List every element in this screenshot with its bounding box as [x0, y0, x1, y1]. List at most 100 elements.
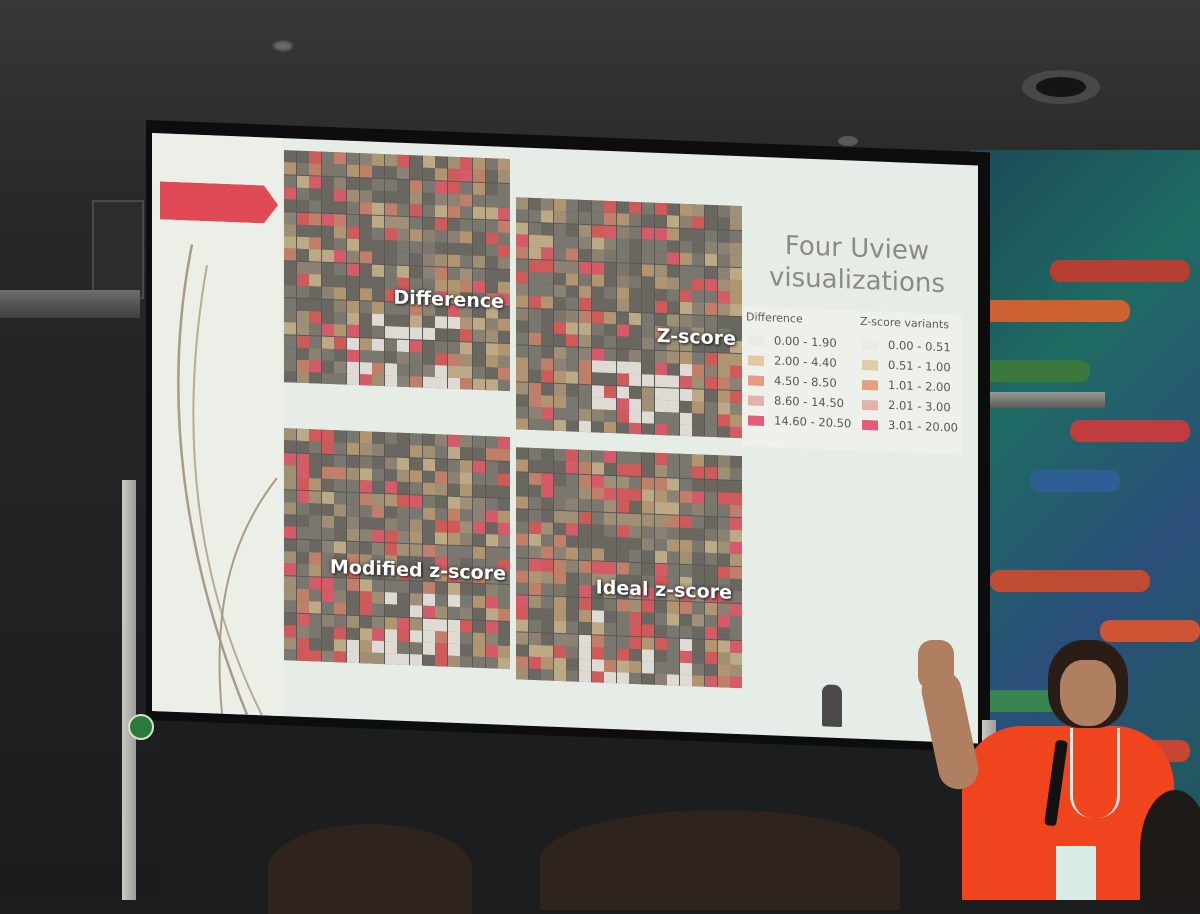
- heatmap-cell: [667, 277, 680, 290]
- heatmap-cell: [642, 226, 654, 240]
- heatmap-cell: [384, 363, 397, 376]
- heatmap-cell: [654, 600, 667, 613]
- heatmap-cell: [410, 531, 422, 544]
- heatmap-cell: [679, 478, 692, 491]
- heatmap-cell: [321, 348, 334, 361]
- heatmap-cell: [591, 511, 604, 525]
- heatmap-cell: [422, 377, 435, 390]
- heatmap-cell: [359, 300, 372, 314]
- heatmap-cell: [284, 334, 296, 348]
- heatmap-cell: [604, 360, 617, 374]
- heatmap-cell: [591, 200, 604, 213]
- heatmap-cell: [553, 534, 566, 548]
- heatmap-cell: [516, 332, 528, 346]
- heatmap-cell: [730, 480, 742, 493]
- heatmap-cell: [372, 313, 385, 327]
- heatmap-cell: [591, 499, 604, 512]
- heatmap-cell: [498, 621, 510, 634]
- heatmap-cell: [579, 322, 591, 336]
- heatmap-cell: [372, 165, 385, 179]
- heatmap-cell: [372, 153, 385, 167]
- heatmap-cell: [284, 346, 296, 360]
- heatmap-cell: [397, 641, 410, 655]
- heatmap-cell: [296, 335, 309, 348]
- heatmap-cell: [498, 220, 510, 233]
- heatmap-cell: [447, 230, 460, 243]
- heatmap-cell: [410, 315, 422, 328]
- heatmap-cell: [321, 651, 334, 664]
- heatmap-cell: [485, 522, 498, 535]
- heatmap-cell: [516, 344, 528, 358]
- heatmap-cell: [321, 274, 334, 288]
- heatmap-cell: [334, 201, 347, 214]
- heatmap-cell: [541, 546, 554, 560]
- heatmap-cell: [397, 592, 410, 606]
- mural-stroke: [1030, 470, 1120, 492]
- heatmap-cell: [629, 513, 642, 526]
- heatmap-cell: [553, 297, 566, 310]
- heatmap-cell: [579, 396, 591, 410]
- heatmap-cell: [473, 521, 485, 535]
- heatmap-cell: [359, 362, 372, 375]
- heatmap-cell: [541, 632, 554, 646]
- heatmap-cell: [516, 234, 528, 247]
- heatmap-cell: [384, 178, 397, 192]
- heatmap-cell: [616, 262, 629, 276]
- heatmap-cell: [717, 541, 730, 554]
- heatmap-cell: [579, 359, 591, 373]
- heatmap-cell: [667, 227, 680, 241]
- heatmap-cell: [717, 455, 730, 468]
- heatmap-cell: [642, 649, 654, 662]
- heatmap-cell: [679, 289, 692, 303]
- heatmap-cell: [422, 655, 435, 668]
- heatmap-cell: [717, 615, 730, 628]
- heatmap-cell: [516, 631, 528, 645]
- slide-sidebar: [152, 133, 282, 717]
- heatmap-cell: [667, 350, 680, 364]
- wall-shelf: [975, 392, 1105, 408]
- heatmap-cell: [541, 534, 554, 547]
- heatmap-cell: [284, 514, 296, 527]
- heatmap-cell: [284, 273, 296, 286]
- heatmap-cell: [422, 180, 435, 193]
- heatmap-cell: [730, 377, 742, 391]
- heatmap-cell: [384, 481, 397, 494]
- heatmap-cell: [372, 640, 385, 654]
- heatmap-cell: [485, 268, 498, 282]
- heatmap-cell: [629, 324, 642, 338]
- heatmap-cell: [566, 236, 579, 249]
- heatmap-cell: [309, 601, 322, 614]
- heatmap-cell: [485, 534, 498, 547]
- heatmap-cell: [485, 595, 498, 609]
- heatmap-cell: [498, 448, 510, 462]
- heatmap-cell: [717, 291, 730, 304]
- heatmap-cell: [384, 518, 397, 531]
- heatmap-cell: [667, 613, 680, 626]
- heatmap-cell: [692, 265, 705, 279]
- heatmap-cell: [422, 315, 435, 328]
- heatmap-cell: [541, 272, 554, 285]
- heatmap-cell: [667, 539, 680, 552]
- heatmap-cell: [692, 540, 705, 553]
- heatmap-cell: [654, 251, 667, 265]
- heatmap-cell: [321, 540, 334, 553]
- heatmap-cell: [679, 216, 692, 229]
- heatmap-cell: [347, 467, 359, 481]
- heatmap-cell: [447, 496, 460, 509]
- heatmap-cell: [485, 436, 498, 449]
- heatmap-cell: [372, 190, 385, 204]
- heatmap-cell: [642, 489, 654, 502]
- heatmap-cell: [705, 229, 717, 242]
- heatmap-cell: [717, 664, 730, 677]
- heatmap-cell: [692, 491, 705, 504]
- heatmap-cell: [347, 652, 359, 665]
- mural-stroke: [970, 360, 1090, 382]
- heatmap-cell: [498, 498, 510, 511]
- heatmap-cell: [541, 259, 554, 273]
- heatmap-cell: [629, 464, 642, 477]
- heatmap-cell: [604, 549, 617, 562]
- heatmap-cell: [667, 662, 680, 675]
- heatmap-cell: [460, 366, 473, 379]
- heatmap-cell: [579, 621, 591, 635]
- heatmap-cell: [629, 337, 642, 350]
